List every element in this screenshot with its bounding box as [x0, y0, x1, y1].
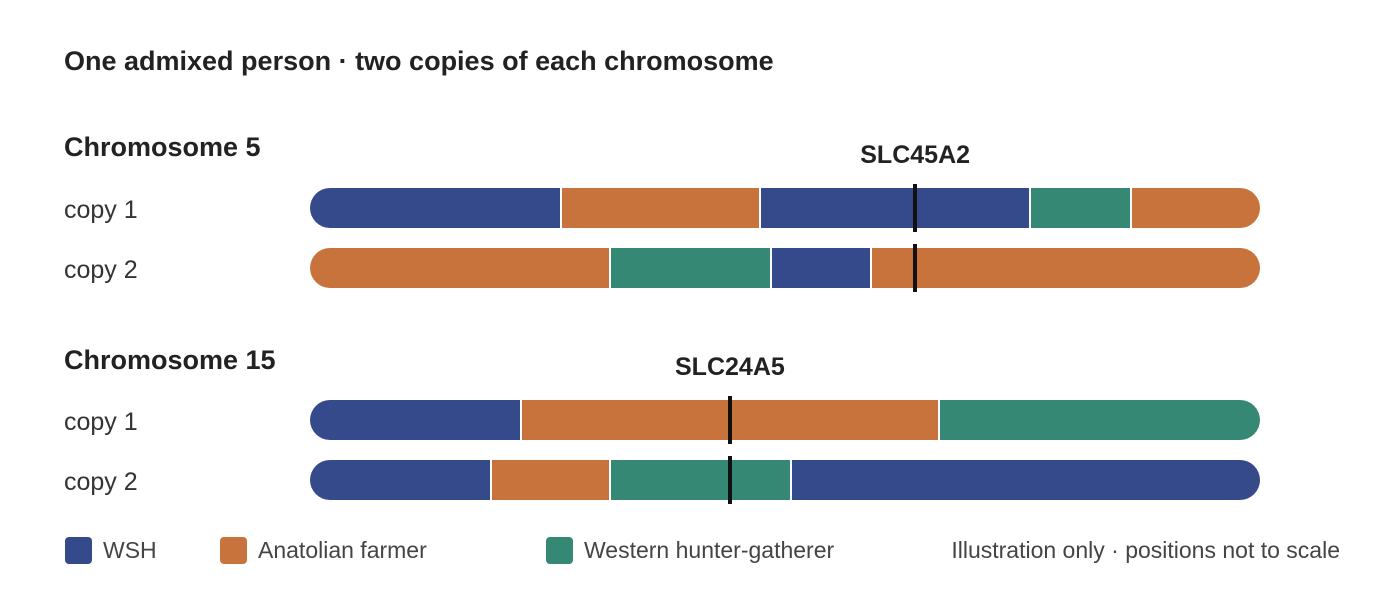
- legend-label-anatolian-farmer: Anatolian farmer: [258, 536, 427, 563]
- legend-label-wsh: WSH: [103, 536, 157, 563]
- ancestry-segment-anatolian: [559, 188, 760, 228]
- ancestry-segment-whg: [937, 400, 1260, 440]
- chr15-copy-2-bar: [310, 460, 1260, 500]
- legend-label-western-hunter-gatherer: Western hunter-gatherer: [584, 536, 835, 563]
- ancestry-segment-anatolian: [1129, 188, 1260, 228]
- ancestry-segment-wsh: [310, 188, 560, 228]
- chr15-copy-2-label: copy 2: [64, 468, 138, 496]
- ancestry-segment-whg: [1029, 188, 1130, 228]
- legend-item-wsh: WSH: [65, 536, 157, 564]
- chr5-copy-1-gene-marker: [913, 184, 918, 232]
- ancestry-segment-anatolian: [489, 460, 610, 500]
- legend-item-anatolian-farmer: Anatolian farmer: [220, 536, 427, 564]
- ancestry-segment-whg: [609, 248, 770, 288]
- chr15-copy-2-gene-marker: [727, 456, 732, 504]
- illustration-note: Illustration only · positions not to sca…: [951, 537, 1340, 563]
- ancestry-segment-wsh: [769, 248, 870, 288]
- legend-swatch-anatolian-farmer: [220, 536, 247, 564]
- chr5-copy-2-bar: [310, 248, 1260, 288]
- chromosome-15-title: Chromosome 15: [64, 345, 276, 375]
- ancestry-segment-wsh: [759, 188, 1030, 228]
- chr5-copy-2-gene-marker: [913, 244, 918, 292]
- figure-title: One admixed person · two copies of each …: [64, 46, 774, 76]
- chr15-copy-1-gene-marker: [727, 396, 732, 444]
- chromosome-5-title: Chromosome 5: [64, 132, 261, 162]
- ancestry-segment-wsh: [310, 460, 490, 500]
- gene-label-slc24a5: SLC24A5: [675, 353, 785, 381]
- chr5-copy-2-label: copy 2: [64, 256, 138, 284]
- legend-swatch-wsh: [65, 536, 92, 564]
- ancestry-segment-anatolian: [310, 248, 610, 288]
- ancestry-segment-anatolian: [869, 248, 1260, 288]
- chr15-copy-1-bar: [310, 400, 1260, 440]
- chr5-copy-1-bar: [310, 188, 1260, 228]
- chr5-copy-1-label: copy 1: [64, 196, 138, 224]
- legend-swatch-western-hunter-gatherer: [546, 536, 573, 564]
- ancestry-segment-whg: [609, 460, 790, 500]
- chr15-copy-1-label: copy 1: [64, 408, 138, 436]
- gene-label-slc45a2: SLC45A2: [860, 141, 971, 169]
- ancestry-segment-wsh: [789, 460, 1260, 500]
- ancestry-segment-wsh: [310, 400, 520, 440]
- legend-item-western-hunter-gatherer: Western hunter-gatherer: [546, 536, 834, 564]
